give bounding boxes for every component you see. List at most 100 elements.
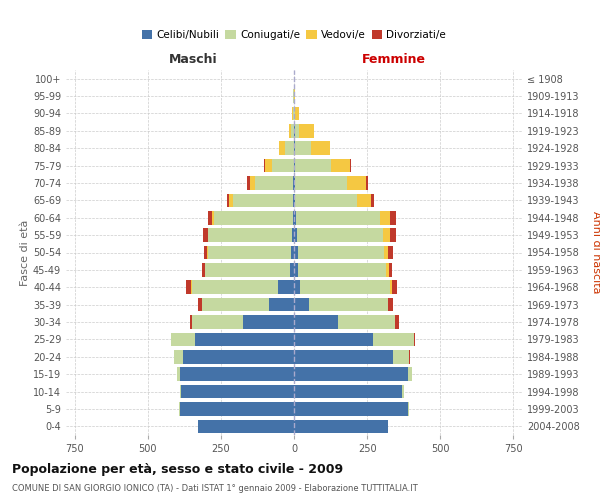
Bar <box>229 194 233 207</box>
Bar <box>391 228 397 242</box>
Bar <box>295 106 299 120</box>
Bar <box>402 385 404 398</box>
Bar <box>293 106 294 120</box>
Bar <box>386 263 389 276</box>
Bar <box>205 263 290 276</box>
Bar <box>177 368 180 381</box>
Bar <box>294 368 408 381</box>
Bar <box>233 194 293 207</box>
Bar <box>199 298 202 312</box>
Bar <box>294 350 394 364</box>
Bar <box>298 263 386 276</box>
Bar <box>278 280 294 294</box>
Bar <box>308 298 388 312</box>
Bar <box>299 124 314 138</box>
Bar <box>185 280 191 294</box>
Bar <box>171 332 194 346</box>
Bar <box>395 315 398 329</box>
Bar <box>191 280 278 294</box>
Bar <box>380 211 390 224</box>
Bar <box>181 385 294 398</box>
Bar <box>291 246 294 260</box>
Bar <box>298 246 384 260</box>
Bar <box>183 350 294 364</box>
Bar <box>338 315 395 329</box>
Bar <box>371 194 374 207</box>
Bar <box>392 280 397 294</box>
Bar <box>331 159 350 172</box>
Bar <box>294 228 297 242</box>
Bar <box>280 142 285 155</box>
Bar <box>294 420 388 433</box>
Bar <box>285 142 294 155</box>
Bar <box>357 194 371 207</box>
Bar <box>295 176 347 190</box>
Bar <box>292 228 294 242</box>
Bar <box>295 124 299 138</box>
Bar <box>247 176 250 190</box>
Bar <box>294 211 296 224</box>
Bar <box>389 263 392 276</box>
Bar <box>269 298 294 312</box>
Bar <box>295 142 311 155</box>
Bar <box>294 246 298 260</box>
Bar <box>294 176 295 190</box>
Bar <box>294 402 408 415</box>
Bar <box>408 368 412 381</box>
Bar <box>291 124 294 138</box>
Bar <box>202 263 205 276</box>
Bar <box>384 246 388 260</box>
Bar <box>203 228 208 242</box>
Bar <box>293 194 294 207</box>
Bar <box>197 420 294 433</box>
Bar <box>190 315 191 329</box>
Bar <box>414 332 415 346</box>
Bar <box>180 385 181 398</box>
Bar <box>388 246 394 260</box>
Text: Popolazione per età, sesso e stato civile - 2009: Popolazione per età, sesso e stato civil… <box>12 462 343 475</box>
Bar <box>391 280 392 294</box>
Bar <box>383 228 391 242</box>
Bar <box>180 368 294 381</box>
Bar <box>256 176 293 190</box>
Bar <box>208 246 291 260</box>
Bar <box>250 176 256 190</box>
Bar <box>227 194 229 207</box>
Text: Femmine: Femmine <box>362 54 427 66</box>
Text: COMUNE DI SAN GIORGIO IONICO (TA) - Dati ISTAT 1° gennaio 2009 - Elaborazione TU: COMUNE DI SAN GIORGIO IONICO (TA) - Dati… <box>12 484 418 493</box>
Bar <box>350 159 351 172</box>
Bar <box>294 332 373 346</box>
Bar <box>174 350 183 364</box>
Bar <box>214 211 293 224</box>
Bar <box>394 350 409 364</box>
Bar <box>290 263 294 276</box>
Bar <box>294 263 298 276</box>
Bar <box>293 211 294 224</box>
Legend: Celibi/Nubili, Coniugati/e, Vedovi/e, Divorziati/e: Celibi/Nubili, Coniugati/e, Vedovi/e, Di… <box>140 28 448 42</box>
Bar <box>212 211 214 224</box>
Bar <box>243 315 294 329</box>
Bar <box>180 402 294 415</box>
Bar <box>294 106 295 120</box>
Bar <box>388 298 394 312</box>
Bar <box>365 176 368 190</box>
Bar <box>191 315 243 329</box>
Bar <box>208 211 212 224</box>
Bar <box>300 280 391 294</box>
Bar <box>294 385 402 398</box>
Bar <box>373 332 414 346</box>
Text: Maschi: Maschi <box>169 54 218 66</box>
Bar <box>272 159 294 172</box>
Bar <box>390 211 396 224</box>
Bar <box>295 159 331 172</box>
Bar <box>347 176 365 190</box>
Bar <box>289 124 291 138</box>
Bar <box>295 194 357 207</box>
Bar <box>294 280 300 294</box>
Bar <box>265 159 272 172</box>
Bar <box>297 228 383 242</box>
Bar <box>296 211 380 224</box>
Y-axis label: Anni di nascita: Anni di nascita <box>591 211 600 294</box>
Bar <box>194 332 294 346</box>
Bar <box>311 142 329 155</box>
